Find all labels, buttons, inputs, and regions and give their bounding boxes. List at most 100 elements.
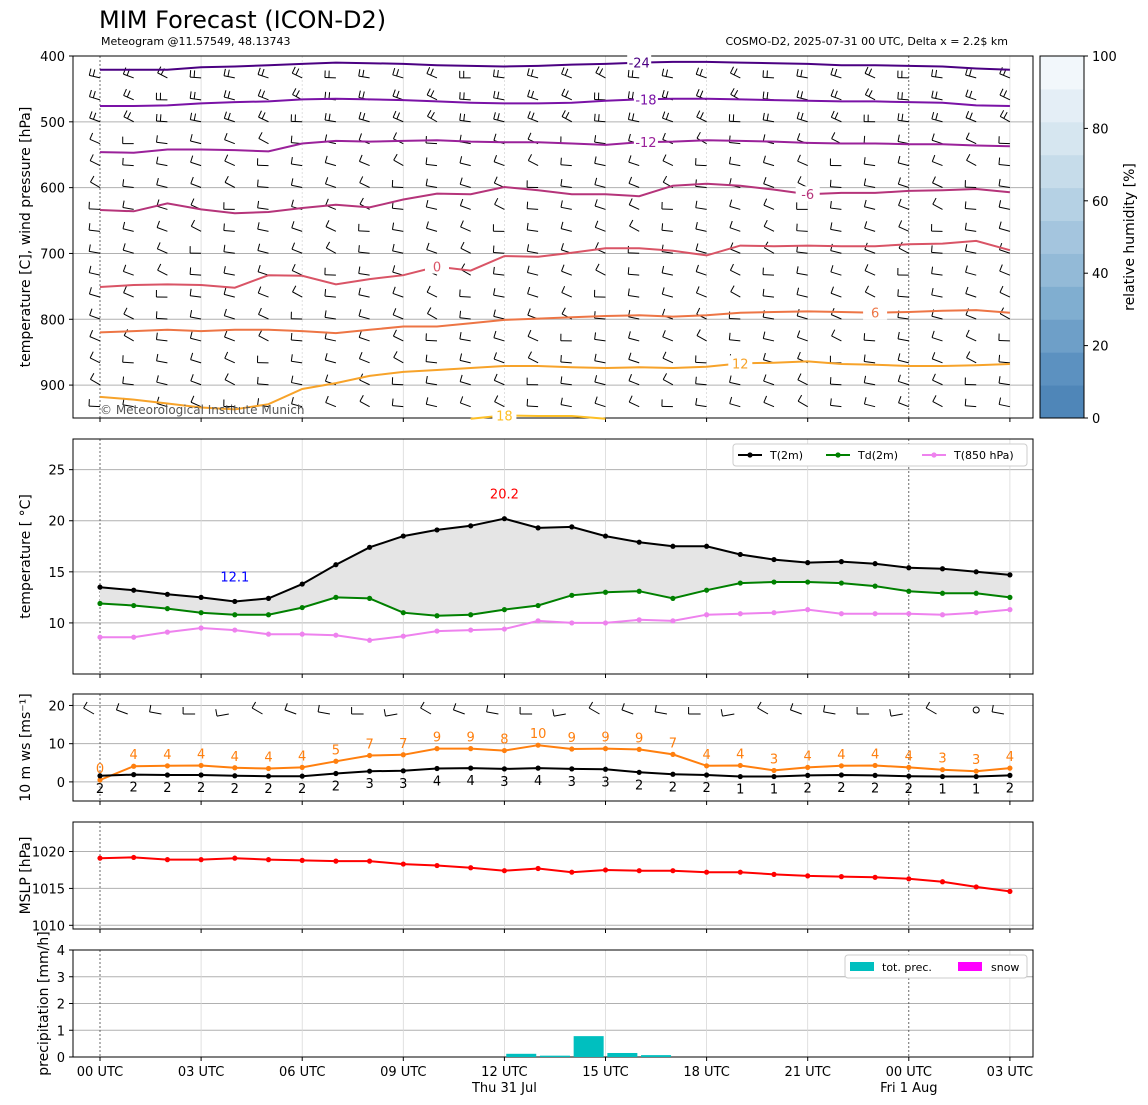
wind-barb — [166, 56, 168, 57]
wind-barb-flag — [661, 68, 665, 76]
wind-barb-flag — [425, 178, 428, 186]
wind-barb-flag — [261, 112, 266, 120]
wind-barb-flag — [662, 111, 666, 119]
wind-barb-flag — [998, 376, 1001, 384]
wind-barb-flag — [931, 287, 934, 296]
isotherm-label: -12 — [635, 136, 656, 151]
wind-barb-flag — [359, 48, 360, 55]
ws-label: 2 — [197, 781, 205, 796]
isotherm-line — [100, 60, 1010, 71]
wind-barb — [392, 292, 404, 298]
wind-barb — [797, 118, 808, 123]
wind-barb — [224, 160, 236, 167]
wind-barb — [190, 119, 202, 123]
wind-barb-flag — [227, 91, 231, 99]
wind-barb — [796, 294, 808, 298]
wind-barb-flag — [627, 288, 630, 296]
wind-barb-flag — [227, 69, 230, 77]
wind-barb — [763, 183, 775, 188]
data-point — [501, 516, 507, 522]
wind-barb-flag — [223, 266, 226, 274]
wind-barb — [729, 381, 741, 386]
wind-barb-flag — [695, 88, 700, 96]
wind-barb-flag — [762, 288, 765, 296]
x-tick-label: 03 UTC — [178, 1065, 224, 1080]
wind-barb-flag — [565, 112, 570, 119]
wind-barb — [730, 269, 741, 276]
wind-barb-flag — [936, 48, 937, 55]
wind-barb-flag — [430, 47, 432, 54]
wind-barb — [999, 403, 1011, 408]
ws-label: 1 — [770, 783, 778, 798]
wind-barb-flag — [695, 398, 698, 406]
y-tick-label: 0 — [57, 776, 65, 791]
wind-barb-flag — [931, 69, 934, 77]
wind-barb-flag — [834, 69, 838, 76]
wind-barb — [965, 271, 977, 276]
wind-barb — [89, 96, 101, 101]
wind-barb-flag — [459, 113, 462, 121]
wind-barb-flag — [224, 373, 229, 380]
wind-barb — [89, 314, 101, 320]
wind-barb — [628, 161, 640, 167]
wind-barb-flag — [494, 395, 499, 402]
wind-barb-flag — [931, 245, 933, 253]
wind-barb — [796, 230, 808, 232]
data-point — [771, 871, 777, 877]
wind-barb-flag — [392, 329, 397, 337]
wind-barb-flag — [631, 70, 634, 78]
wind-barb — [89, 160, 101, 167]
wind-barb-flag — [595, 263, 600, 271]
wind-barb-flag — [762, 134, 766, 142]
legend-label: tot. prec. — [882, 961, 932, 974]
data-point — [198, 594, 204, 600]
wind-barb-flag — [493, 288, 496, 296]
wind-barb — [123, 73, 134, 79]
data-point — [367, 595, 373, 601]
wind-barb — [965, 207, 977, 210]
wind-barb — [393, 159, 404, 167]
wind-barb-flag — [925, 701, 931, 709]
wind-barb — [89, 293, 101, 298]
wind-barb — [493, 118, 505, 123]
wind-barb — [561, 73, 572, 79]
wind-barb — [317, 711, 330, 715]
data-point — [131, 587, 137, 593]
wind-barb-flag — [969, 48, 970, 55]
wind-barb-flag — [864, 264, 869, 271]
wind-barb — [830, 404, 842, 408]
wind-barb — [427, 115, 438, 123]
wind-barb-flag — [897, 374, 901, 382]
wind-barb — [762, 76, 775, 79]
x-tick-label: 15 UTC — [582, 1065, 628, 1080]
wind-barb-flag — [969, 90, 973, 98]
wind-barb — [722, 713, 735, 717]
data-point — [704, 543, 710, 549]
y-axis-label: 10 m ws [ms⁻¹] — [18, 693, 34, 801]
data-point — [636, 539, 642, 545]
wind-barb-flag — [224, 132, 228, 140]
data-point — [805, 579, 811, 585]
wind-barb — [864, 403, 876, 408]
wind-barb-flag — [720, 709, 723, 717]
wind-barb-flag — [696, 329, 701, 336]
wind-barb-flag — [459, 396, 464, 404]
wind-barb — [123, 249, 134, 254]
wind-barb — [830, 207, 842, 210]
wind-barb-flag — [257, 89, 262, 96]
wind-barb-flag — [391, 398, 394, 406]
wind-barb-flag — [800, 69, 803, 77]
wind-barb-flag — [123, 110, 128, 118]
wind-barb-flag — [295, 68, 300, 76]
wind-barb-flag — [325, 177, 329, 185]
wind-barb-flag — [965, 286, 969, 294]
y-tick-label: 3 — [57, 971, 65, 986]
data-point — [906, 588, 912, 594]
wind-barb — [358, 75, 370, 79]
wind-barb — [629, 401, 640, 408]
wind-barb-flag — [661, 90, 665, 98]
wind-barb-flag — [629, 219, 634, 227]
wind-barb-flag — [427, 109, 432, 117]
wind-barb — [420, 707, 432, 715]
